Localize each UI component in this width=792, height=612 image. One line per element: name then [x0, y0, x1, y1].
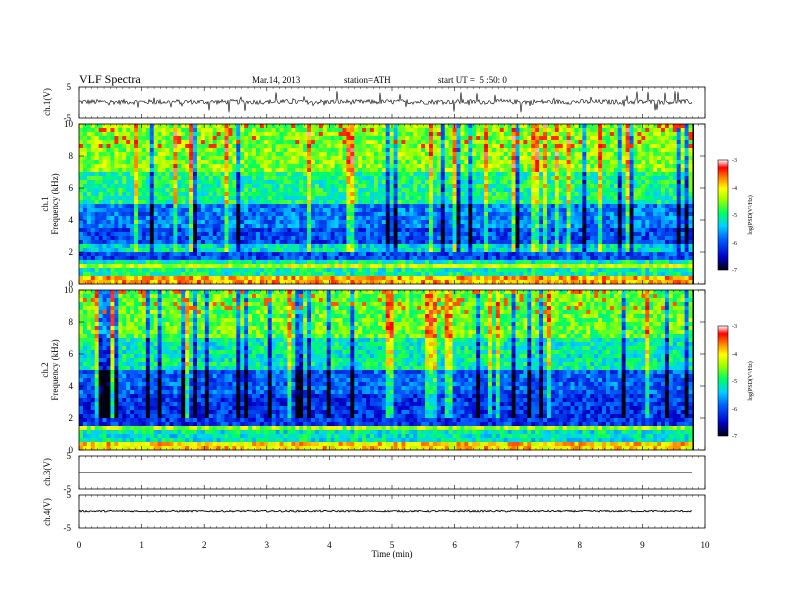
x-tick-label: 10	[701, 540, 711, 550]
freq-tick-label: 0	[69, 279, 74, 289]
ch3-waveform-ylabel: ch.3(V)	[42, 458, 52, 486]
cb1-tick-4: -4	[732, 186, 737, 192]
x-tick-label: 6	[452, 540, 457, 550]
figure-title: VLF Spectra	[79, 72, 141, 86]
x-axis-label: Time (min)	[372, 549, 413, 559]
ch3-ytick-top: 5	[67, 451, 72, 461]
cb1-tick-5: -5	[732, 213, 737, 219]
freq-tick-label: 0	[69, 445, 74, 455]
cb2-tick-4: -4	[732, 352, 737, 358]
ch4-waveform-ylabel: ch.4(V)	[42, 498, 52, 526]
ch1-spectrogram-panel: 0 2 4 6 8 10 ch.1 Frequency (kHz)	[40, 119, 706, 289]
freq-tick-label: 8	[69, 317, 74, 327]
ch4-trace	[78, 509, 693, 513]
x-tick-label: 3	[265, 540, 270, 550]
x-tick-label: 9	[640, 540, 645, 550]
ch1-spectrogram-image	[79, 124, 694, 285]
cb2-tick-3: -3	[732, 324, 737, 330]
freq-tick-label: 4	[69, 215, 74, 225]
freq-tick-label: 2	[69, 413, 74, 423]
date-label: Mar.14, 2013	[252, 75, 301, 85]
ch1-trace	[78, 91, 693, 113]
time-axis: 0 1 2 3 4 5 6 7 8 9 10	[77, 87, 710, 550]
ch4-ytick-top: 5	[67, 490, 72, 500]
cb1-tick-6: -6	[732, 241, 737, 247]
x-tick-label: 1	[139, 540, 144, 550]
ch2-spectrogram-channel: ch.2	[40, 362, 50, 377]
station-label: station=ATH	[344, 75, 391, 85]
ch2-spectrogram-image	[79, 290, 694, 451]
ch2-colorbar: -3 -4 -5 -6 -7 log(PSD(V²/Hz)	[717, 324, 754, 440]
freq-tick-label: 4	[69, 381, 74, 391]
ch3-ytick-bottom: -5	[64, 484, 72, 494]
freq-tick-label: 6	[69, 183, 74, 193]
x-tick-label: 4	[327, 540, 332, 550]
ch2-frequency-label: Frequency (kHz)	[50, 339, 60, 400]
cb2-tick-7: -7	[732, 434, 737, 440]
freq-tick-label: 10	[64, 119, 74, 129]
cb2-tick-5: -5	[732, 379, 737, 385]
cb2-label: log(PSD(V²/Hz)	[747, 361, 754, 400]
ch1-frequency-label: Frequency (kHz)	[50, 173, 60, 234]
cb2-tick-6: -6	[732, 407, 737, 413]
x-tick-label: 2	[202, 540, 207, 550]
start-time-label: start UT = 5 :50: 0	[438, 75, 507, 85]
ch1-spectrogram-channel: ch.1	[40, 196, 50, 211]
freq-tick-label: 6	[69, 349, 74, 359]
freq-tick-label: 10	[64, 285, 74, 295]
freq-tick-label: 8	[69, 151, 74, 161]
ch1-ytick-top: 5	[67, 82, 72, 92]
ch1-colorbar: -3 -4 -5 -6 -7 log(PSD(V²/Hz)	[717, 158, 754, 274]
x-tick-label: 5	[390, 540, 395, 550]
freq-tick-label: 2	[69, 247, 74, 257]
ch2-spectrogram-panel: 0 2 4 6 8 10 ch.2 Frequency (kHz)	[40, 285, 706, 455]
ch4-ytick-bottom: -5	[64, 523, 72, 533]
ch1-ytick-bottom: -5	[64, 113, 72, 123]
x-tick-label: 0	[77, 540, 82, 550]
ch1-waveform-ylabel: ch.1(V)	[42, 88, 52, 116]
cb1-label: log(PSD(V²/Hz)	[747, 195, 754, 234]
x-tick-label: 7	[515, 540, 520, 550]
cb1-tick-7: -7	[732, 268, 737, 274]
cb1-tick-3: -3	[732, 158, 737, 164]
x-tick-label: 8	[578, 540, 583, 550]
